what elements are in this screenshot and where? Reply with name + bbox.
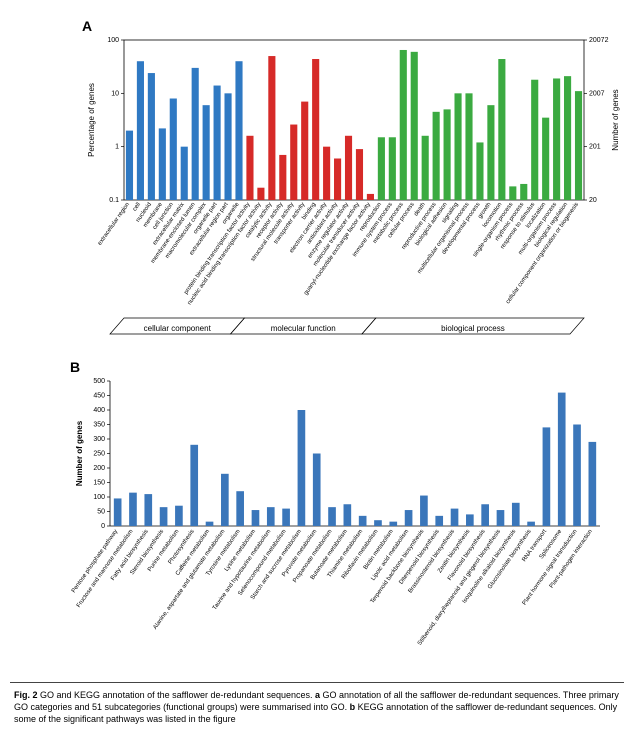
svg-text:500: 500 [93,378,105,385]
figure-caption: Fig. 2 GO and KEGG annotation of the saf… [10,682,624,729]
svg-text:extracellular region: extracellular region [97,202,131,247]
svg-text:100: 100 [107,37,119,44]
svg-text:Taurine and hypotaurine metabo: Taurine and hypotaurine metabolism [212,529,272,612]
svg-text:400: 400 [93,407,105,414]
svg-text:Number of genes: Number of genes [611,89,620,150]
chart-b: 0 50 100 150 200 250 300 350 400 450 500 Number of … [70,377,624,676]
svg-text:250: 250 [93,451,105,458]
panel-a: A 0.1 1 10 100 20 201 2007 20072 Percentage of g… [82,18,624,355]
svg-text:10: 10 [111,90,119,97]
panel-a-label: A [82,18,92,34]
svg-text:201: 201 [589,144,601,151]
svg-text:50: 50 [97,509,105,516]
svg-text:Number of genes: Number of genes [75,420,84,486]
svg-text:200: 200 [93,465,105,472]
svg-text:1: 1 [115,144,119,151]
svg-text:0: 0 [101,523,105,530]
svg-text:Percentage of genes: Percentage of genes [87,83,96,157]
chart-a-svg: 0.1 1 10 100 20 201 2007 20072 Percentage of gen… [82,36,626,350]
figure: A 0.1 1 10 100 20 201 2007 20072 Percentage of g… [0,0,634,739]
chart-b-svg: 0 50 100 150 200 250 300 350 400 450 500 Number of … [70,377,606,671]
svg-text:0.1: 0.1 [109,197,119,204]
svg-text:cellular component: cellular component [144,324,212,333]
svg-text:20: 20 [589,197,597,204]
svg-text:20072: 20072 [589,37,609,44]
svg-text:molecular function: molecular function [271,324,336,333]
svg-text:100: 100 [93,494,105,501]
svg-text:450: 450 [93,393,105,400]
svg-text:350: 350 [93,422,105,429]
svg-text:2007: 2007 [589,90,605,97]
panel-b-label: B [70,359,80,375]
panel-b: B 0 50 100 150 200 250 300 350 400 450 500 Number o… [70,359,624,676]
chart-a: 0.1 1 10 100 20 201 2007 20072 Percentage of gen… [82,36,624,355]
svg-text:150: 150 [93,480,105,487]
svg-text:biological process: biological process [441,324,505,333]
caption-lead: Fig. 2 [14,690,38,700]
caption-body: GO and KEGG annotation of the safflower … [38,690,316,700]
svg-text:Alanine, aspartate and glutama: Alanine, aspartate and glutamate metabol… [153,529,227,631]
svg-text:300: 300 [93,436,105,443]
